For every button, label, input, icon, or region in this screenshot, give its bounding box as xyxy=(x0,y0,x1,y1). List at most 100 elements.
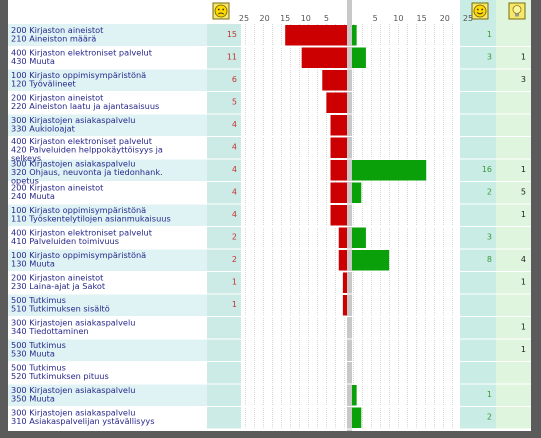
positive-bar xyxy=(352,250,390,271)
row-negative-value-cell xyxy=(207,226,241,249)
negative-value-label: 11 xyxy=(227,53,237,62)
negative-bar xyxy=(330,205,347,226)
positive-bar xyxy=(352,182,362,203)
negative-value-label: 5 xyxy=(232,98,237,107)
category-item-label: 330 Aukioloajat xyxy=(11,124,76,134)
tick-label-negative: 5 xyxy=(324,14,329,23)
negative-bar xyxy=(285,25,347,46)
category-group-label: 200 Kirjaston aineistot xyxy=(11,183,104,193)
row-label-cell xyxy=(8,114,207,137)
row-label-cell xyxy=(8,181,207,204)
row-other-value-cell xyxy=(496,361,531,384)
negative-value-label: 4 xyxy=(232,165,237,174)
row-negative-value-cell xyxy=(207,24,241,47)
positive-value-label: 16 xyxy=(482,165,492,174)
tick-label-negative: 10 xyxy=(301,14,311,23)
negative-bar xyxy=(342,295,347,316)
row-label-cell xyxy=(8,204,207,227)
other-value-label: 1 xyxy=(521,53,526,62)
row-other-value-cell xyxy=(496,226,531,249)
category-group-label: 300 Kirjastojen asiakaspalvelu xyxy=(11,408,135,418)
tick-label-positive: 5 xyxy=(373,14,378,23)
tick-label-positive: 20 xyxy=(440,14,450,23)
row-positive-value-cell xyxy=(460,159,496,182)
positive-value-label: 1 xyxy=(487,390,492,399)
positive-value-label: 3 xyxy=(487,53,492,62)
row-positive-value-cell xyxy=(460,226,496,249)
category-group-label: 300 Kirjastojen asiakaspalvelu xyxy=(11,159,135,169)
row-positive-value-cell xyxy=(460,294,496,317)
row-negative-value-cell xyxy=(207,271,241,294)
negative-bar xyxy=(342,272,347,293)
category-group-label: 500 Tutkimus xyxy=(11,295,66,305)
category-group-label: 400 Kirjaston elektroniset palvelut xyxy=(11,48,153,58)
category-group-label: 300 Kirjastojen asiakaspalvelu xyxy=(11,385,135,395)
row-label-cell xyxy=(8,271,207,294)
negative-bar xyxy=(326,92,347,113)
row-negative-value-cell xyxy=(207,249,241,272)
row-negative-value-cell xyxy=(207,69,241,92)
category-group-label: 100 Kirjasto oppimisympäristönä xyxy=(11,70,146,80)
row-negative-value-cell xyxy=(207,294,241,317)
row-label-cell xyxy=(8,294,207,317)
category-group-label: 300 Kirjastojen asiakaspalvelu xyxy=(11,115,135,125)
category-group-label: 100 Kirjasto oppimisympäristönä xyxy=(11,205,146,215)
category-group-label: 200 Kirjaston aineistot xyxy=(11,25,104,35)
category-item-label: selkeys xyxy=(11,153,41,163)
row-negative-value-cell xyxy=(207,361,241,384)
tick-label-positive: 25 xyxy=(463,14,473,23)
row-other-value-cell xyxy=(496,91,531,114)
category-item-label: 350 Muuta xyxy=(11,394,55,404)
category-item-label: 310 Asiakaspalvelijan ystävällisyys xyxy=(11,416,155,426)
row-label-cell xyxy=(8,316,207,339)
row-positive-value-cell xyxy=(460,181,496,204)
row-negative-value-cell xyxy=(207,91,241,114)
row-positive-value-cell xyxy=(460,316,496,339)
row-other-value-cell xyxy=(496,181,531,204)
positive-bar xyxy=(352,385,357,406)
row-negative-value-cell xyxy=(207,181,241,204)
smiley-face-icon xyxy=(471,2,489,20)
negative-bar xyxy=(330,160,347,181)
row-label-cell xyxy=(8,136,207,159)
category-item-label: 320 Ohjaus, neuvonta ja tiedonhank. xyxy=(11,167,163,177)
negative-bar xyxy=(338,227,347,248)
row-positive-value-cell xyxy=(460,136,496,159)
category-group-label: 300 Kirjastojen asiakaspalvelu xyxy=(11,318,135,328)
category-group-label: 400 Kirjaston elektroniset palvelut xyxy=(11,136,153,146)
category-item-label: opetus xyxy=(11,176,39,186)
category-item-label: 210 Aineiston määrä xyxy=(11,34,96,44)
row-negative-value-cell xyxy=(207,339,241,362)
category-item-label: 110 Työskentelytilojen asianmukaisuus xyxy=(11,214,171,224)
row-label-cell xyxy=(8,249,207,272)
row-negative-value-cell xyxy=(207,406,241,429)
other-value-label: 1 xyxy=(521,323,526,332)
row-negative-value-cell xyxy=(207,204,241,227)
other-value-label: 1 xyxy=(521,345,526,354)
category-group-label: 200 Kirjaston aineistot xyxy=(11,273,104,283)
positive-bar xyxy=(352,407,362,428)
category-item-label: 120 Työvälineet xyxy=(11,79,76,89)
positive-value-label: 2 xyxy=(487,188,492,197)
negative-value-label: 1 xyxy=(232,278,237,287)
negative-value-label: 2 xyxy=(232,233,237,242)
category-item-label: 510 Tutkimuksen sisältö xyxy=(11,304,110,314)
category-item-label: 220 Aineiston laatu ja ajantasaisuus xyxy=(11,101,159,111)
row-other-value-cell xyxy=(496,384,531,407)
positive-bar xyxy=(352,160,427,181)
category-item-label: 230 Laina-ajat ja Sakot xyxy=(11,281,106,291)
row-other-value-cell xyxy=(496,406,531,429)
row-label-cell xyxy=(8,159,207,182)
category-group-label: 100 Kirjasto oppimisympäristönä xyxy=(11,250,146,260)
positive-value-label: 8 xyxy=(487,255,492,264)
row-negative-value-cell xyxy=(207,316,241,339)
row-other-value-cell xyxy=(496,204,531,227)
row-positive-value-cell xyxy=(460,114,496,137)
row-label-cell xyxy=(8,226,207,249)
category-item-label: 410 Palveluiden toimivuus xyxy=(11,236,119,246)
row-positive-value-cell xyxy=(460,384,496,407)
positive-bar xyxy=(352,227,366,248)
row-other-value-cell xyxy=(496,271,531,294)
other-value-label: 5 xyxy=(521,188,526,197)
